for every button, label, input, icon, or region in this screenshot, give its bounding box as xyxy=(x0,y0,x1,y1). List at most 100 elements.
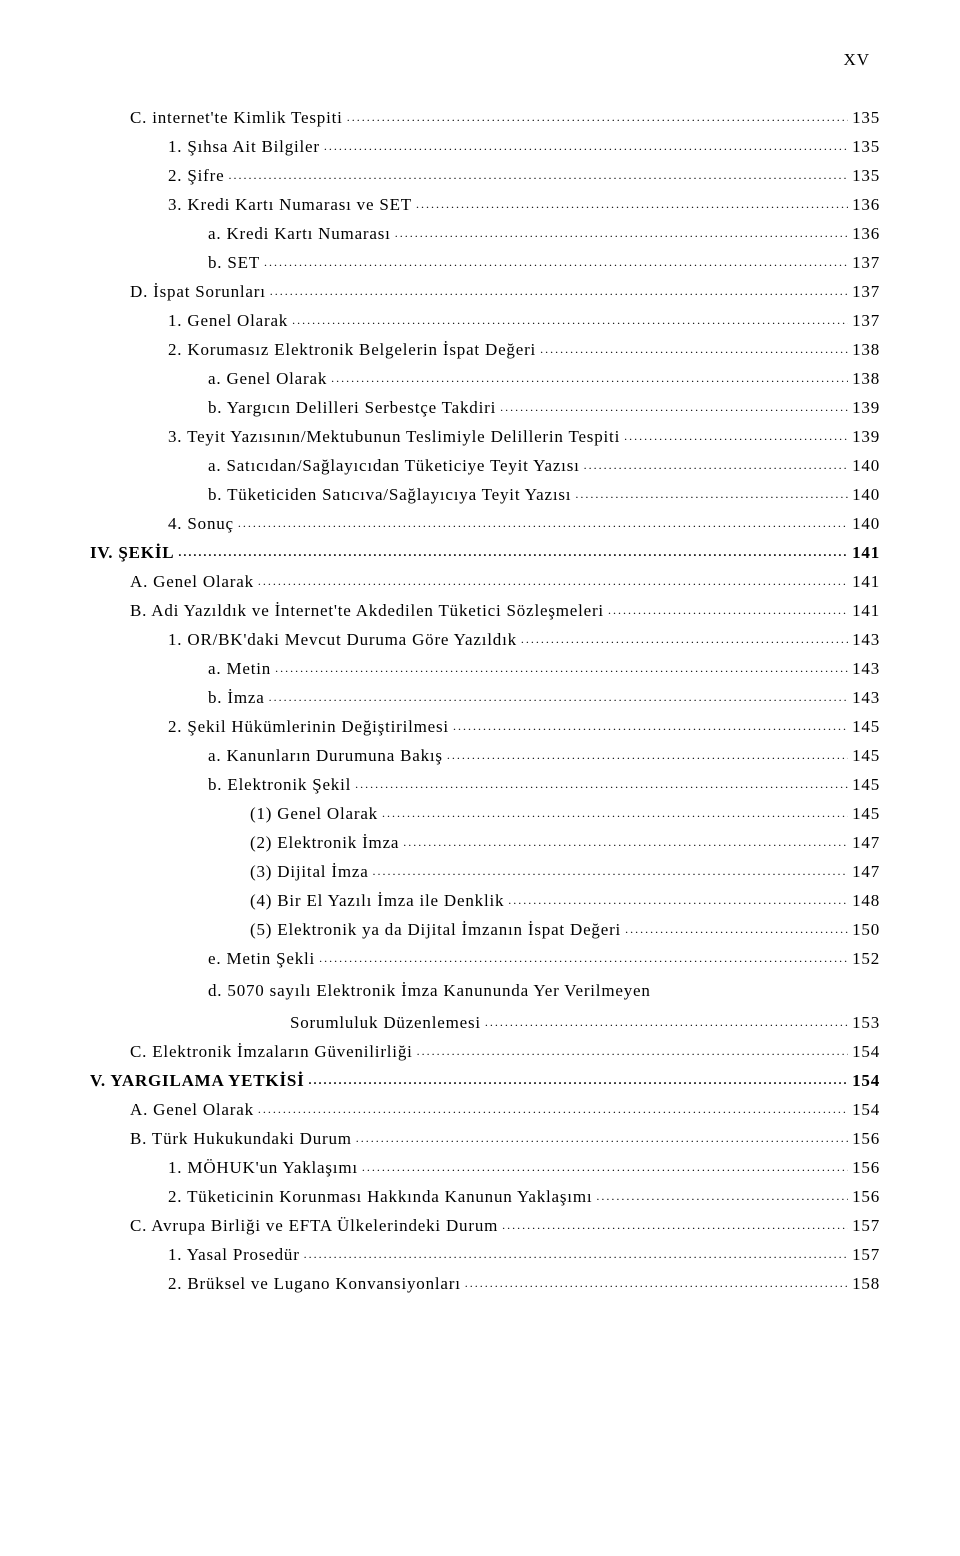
toc-entry: 1. Genel Olarak137 xyxy=(90,311,880,331)
toc-entry: a. Satıcıdan/Sağlayıcıdan Tüketiciye Tey… xyxy=(90,456,880,476)
toc-page: 136 xyxy=(852,224,880,244)
toc-label: (4) Bir El Yazılı İmza ile Denklik xyxy=(250,891,504,911)
toc-entry: 1. Şıhsa Ait Bilgiler135 xyxy=(90,137,880,157)
toc-label: 3. Kredi Kartı Numarası ve SET xyxy=(168,195,412,215)
toc-entry: b. İmza 143 xyxy=(90,688,880,708)
toc-dots xyxy=(362,1160,848,1175)
toc-page: 145 xyxy=(852,804,880,824)
toc-label: C. Elektronik İmzaların Güvenilirliği xyxy=(130,1042,413,1062)
toc-entry: d. 5070 sayılı Elektronik İmza Kanununda… xyxy=(90,978,880,1004)
toc-page: 157 xyxy=(852,1245,880,1265)
toc-dots xyxy=(521,632,848,647)
toc-dots xyxy=(373,864,849,879)
toc-dots xyxy=(382,806,848,821)
toc-dots xyxy=(453,719,848,734)
toc-label: 1. Genel Olarak xyxy=(168,311,288,331)
toc-page: 150 xyxy=(852,920,880,940)
toc-label: 1. OR/BK'daki Mevcut Duruma Göre Yazıldı… xyxy=(168,630,517,650)
toc-label: 4. Sonuç xyxy=(168,514,234,534)
toc-label: 2. Tüketicinin Korunması Hakkında Kanunu… xyxy=(168,1187,592,1207)
toc-label: 2. Şifre xyxy=(168,166,224,186)
toc-label: 2. Brüksel ve Lugano Konvansiyonları xyxy=(168,1274,461,1294)
toc-dots xyxy=(355,777,848,792)
toc-entry: (3) Dijital İmza147 xyxy=(90,862,880,882)
toc-page: 138 xyxy=(852,369,880,389)
toc-label: B. Adi Yazıldık ve İnternet'te Akdedilen… xyxy=(130,601,604,621)
toc-entry: b. Yargıcın Delilleri Serbestçe Takdiri1… xyxy=(90,398,880,418)
toc-entry: b. Tüketiciden Satıcıva/Sağlayıcıya Teyi… xyxy=(90,485,880,505)
toc-page: 156 xyxy=(852,1129,880,1149)
toc-page: 153 xyxy=(852,1013,880,1033)
toc-entry: 1. Yasal Prosedür157 xyxy=(90,1245,880,1265)
toc-label: b. SET xyxy=(208,253,260,273)
toc-label: A. Genel Olarak xyxy=(130,1100,254,1120)
toc-dots xyxy=(347,110,848,125)
table-of-contents: C. internet'te Kimlik Tespiti135 1. Şıhsa… xyxy=(90,108,880,1294)
toc-entry: (1) Genel Olarak 145 xyxy=(90,804,880,824)
toc-dots xyxy=(465,1276,848,1291)
toc-label: b. Yargıcın Delilleri Serbestçe Takdiri xyxy=(208,398,496,418)
toc-entry: 2. Şifre135 xyxy=(90,166,880,186)
toc-label: a. Satıcıdan/Sağlayıcıdan Tüketiciye Tey… xyxy=(208,456,580,476)
toc-label: b. Tüketiciden Satıcıva/Sağlayıcıya Teyi… xyxy=(208,485,571,505)
toc-entry: C. internet'te Kimlik Tespiti135 xyxy=(90,108,880,128)
toc-label: (2) Elektronik İmza xyxy=(250,833,399,853)
toc-page: 141 xyxy=(852,572,880,592)
toc-dots xyxy=(275,661,848,676)
toc-page: 141 xyxy=(852,601,880,621)
toc-dots xyxy=(447,748,848,763)
toc-entry: 1. MÖHUK'un Yaklaşımı156 xyxy=(90,1158,880,1178)
toc-label: A. Genel Olarak xyxy=(130,572,254,592)
toc-dots xyxy=(502,1218,848,1233)
toc-dots xyxy=(304,1247,848,1262)
toc-entry: D. İspat Sorunları137 xyxy=(90,282,880,302)
toc-entry: C. Avrupa Birliği ve EFTA Ülkelerindeki … xyxy=(90,1216,880,1236)
toc-page: 154 xyxy=(852,1100,880,1120)
toc-label: a. Kredi Kartı Numarası xyxy=(208,224,391,244)
toc-entry: 2. Tüketicinin Korunması Hakkında Kanunu… xyxy=(90,1187,880,1207)
toc-entry: A. Genel Olarak 154 xyxy=(90,1100,880,1120)
toc-entry: b. Elektronik Şekil145 xyxy=(90,775,880,795)
toc-entry: 2. Şekil Hükümlerinin Değiştirilmesi145 xyxy=(90,717,880,737)
toc-dots xyxy=(417,1044,848,1059)
toc-page: 143 xyxy=(852,688,880,708)
toc-entry: 2. Korumasız Elektronik Belgelerin İspat… xyxy=(90,340,880,360)
toc-page: 147 xyxy=(852,833,880,853)
toc-label: b. İmza xyxy=(208,688,265,708)
toc-page: 135 xyxy=(852,137,880,157)
toc-label: B. Türk Hukukundaki Durum xyxy=(130,1129,352,1149)
toc-dots xyxy=(258,1102,848,1117)
toc-entry: B. Adi Yazıldık ve İnternet'te Akdedilen… xyxy=(90,601,880,621)
toc-page: 147 xyxy=(852,862,880,882)
toc-page: 145 xyxy=(852,746,880,766)
toc-dots xyxy=(356,1131,848,1146)
toc-page: 137 xyxy=(852,282,880,302)
toc-label: IV. ŞEKİL xyxy=(90,543,174,563)
toc-dots xyxy=(584,458,848,473)
toc-dots xyxy=(624,429,848,444)
toc-page: 138 xyxy=(852,340,880,360)
toc-label: b. Elektronik Şekil xyxy=(208,775,351,795)
page-number: XV xyxy=(90,50,880,70)
toc-label: Sorumluluk Düzenlemesi xyxy=(290,1013,481,1033)
toc-page: 156 xyxy=(852,1158,880,1178)
toc-label: (1) Genel Olarak xyxy=(250,804,378,824)
toc-page: 140 xyxy=(852,514,880,534)
toc-page: 152 xyxy=(852,949,880,969)
toc-entry: a. Genel Olarak138 xyxy=(90,369,880,389)
toc-page: 154 xyxy=(852,1042,880,1062)
toc-label: d. 5070 sayılı Elektronik İmza Kanununda… xyxy=(208,978,651,1004)
toc-page: 156 xyxy=(852,1187,880,1207)
toc-entry: (2) Elektronik İmza 147 xyxy=(90,833,880,853)
toc-page: 140 xyxy=(852,485,880,505)
toc-dots xyxy=(178,545,848,560)
toc-entry: a. Kanunların Durumuna Bakış145 xyxy=(90,746,880,766)
toc-entry: 2. Brüksel ve Lugano Konvansiyonları158 xyxy=(90,1274,880,1294)
toc-page: 143 xyxy=(852,630,880,650)
toc-entry: a. Metin143 xyxy=(90,659,880,679)
toc-entry: 3. Kredi Kartı Numarası ve SET136 xyxy=(90,195,880,215)
toc-label: C. Avrupa Birliği ve EFTA Ülkelerindeki … xyxy=(130,1216,498,1236)
toc-page: 137 xyxy=(852,253,880,273)
toc-entry: V. YARGILAMA YETKİSİ154 xyxy=(90,1071,880,1091)
toc-page: 148 xyxy=(852,891,880,911)
